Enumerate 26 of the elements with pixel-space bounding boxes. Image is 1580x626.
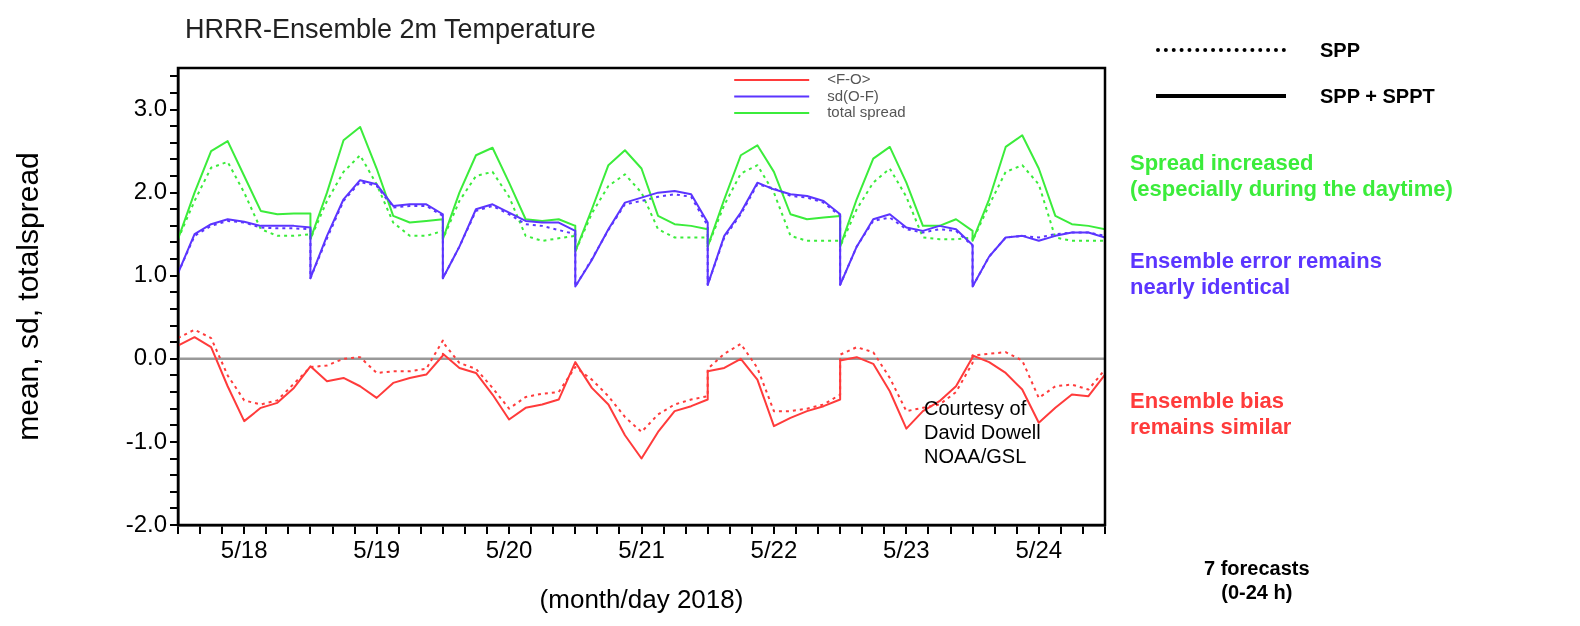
y-tick-label: 3.0 (133, 94, 167, 122)
y-tick-label: 1.0 (133, 260, 167, 288)
x-tick-label: 5/24 (1015, 536, 1063, 564)
x-axis-title: (month/day 2018) (539, 583, 744, 614)
text: 7 forecasts (0-24 h) (1204, 556, 1310, 604)
x-tick-label: 5/20 (485, 536, 533, 564)
text: Ensemble bias remains similar (1130, 388, 1292, 441)
legend-label: total spread (827, 103, 906, 121)
legend-label: sd(O-F) (827, 86, 879, 104)
text: SPP + SPPT (1320, 84, 1435, 108)
legend-label: <F-O> (827, 70, 871, 88)
annotation: Courtesy of David Dowell NOAA/GSL (924, 396, 1041, 468)
x-tick-label: 5/23 (883, 536, 930, 564)
x-tick-label: 5/19 (353, 536, 400, 564)
y-tick-label: -1.0 (125, 426, 167, 454)
y-tick-label: 2.0 (133, 177, 167, 205)
y-axis-title: mean, sd, totalspread (11, 152, 45, 441)
text: SPP (1320, 38, 1361, 62)
x-tick-label: 5/22 (750, 536, 798, 564)
x-tick-label: 5/18 (220, 536, 268, 564)
y-tick-label: 0.0 (133, 343, 167, 371)
text: Ensemble error remains nearly identical (1130, 248, 1382, 301)
x-tick-label: 5/21 (618, 536, 665, 564)
text: Spread increased (especially during the daytime) (1130, 150, 1453, 203)
chart-title: HRRR-Ensemble 2m Temperature (185, 14, 596, 45)
y-tick-label: -2.0 (125, 509, 167, 537)
